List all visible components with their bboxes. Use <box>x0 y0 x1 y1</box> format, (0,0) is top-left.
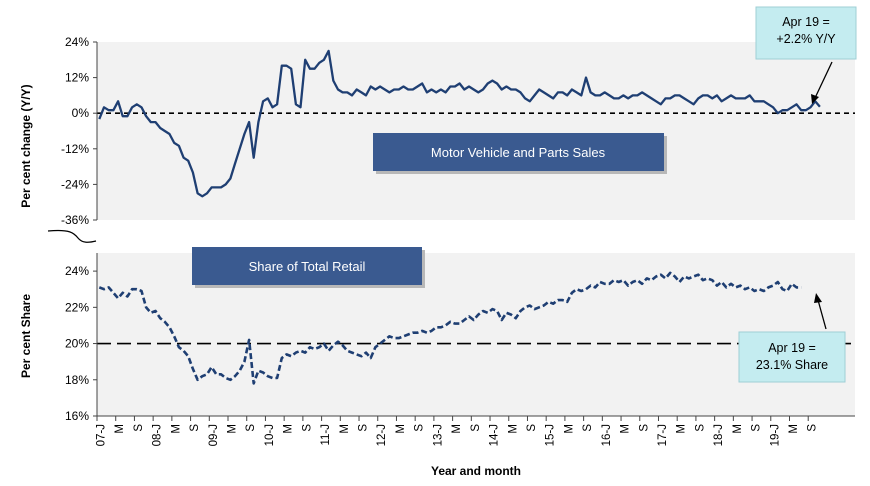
x-tick-label: 14-J <box>489 424 501 446</box>
x-tick-label: M <box>339 424 351 434</box>
top-y-tick-label: 12% <box>65 71 89 85</box>
x-tick-label: S <box>245 424 257 432</box>
bottom-title-box: Share of Total Retail <box>192 247 425 288</box>
x-tick-label: S <box>414 424 426 432</box>
top-y-tick-label: 0% <box>72 106 90 120</box>
bottom-chart-title: Share of Total Retail <box>249 259 366 274</box>
x-tick-label: S <box>189 424 201 432</box>
x-tick-label: 17-J <box>657 424 669 446</box>
top-y-tick-label: -24% <box>61 177 89 191</box>
bottom-y-tick-label: 18% <box>65 373 89 387</box>
x-tick-label: S <box>751 424 763 432</box>
top-panel: 24% 12% 0% -12% -24% -36% Per cent change (Y/… <box>19 35 855 227</box>
x-tick-label: M <box>732 424 744 434</box>
x-tick-label: S <box>638 424 650 432</box>
x-tick-label: 19-J <box>769 424 781 446</box>
x-tick-label: S <box>301 424 313 432</box>
bottom-annotation: Apr 19 = 23.1% Share <box>738 293 846 383</box>
x-tick-label: 09-J <box>208 424 220 446</box>
bottom-annotation-arrow <box>817 299 827 330</box>
x-tick-label: M <box>788 424 800 434</box>
bottom-annotation-arrowhead <box>814 293 822 303</box>
x-tick-label: M <box>114 424 126 434</box>
x-tick-label: M <box>563 424 575 434</box>
x-tick-label: S <box>133 424 145 432</box>
top-chart-title: Motor Vehicle and Parts Sales <box>431 145 606 160</box>
x-tick-label: M <box>395 424 407 434</box>
x-tick-label: 10-J <box>264 424 276 446</box>
x-tick-label: M <box>283 424 295 434</box>
bottom-y-tick-label: 22% <box>65 300 89 314</box>
bottom-y-axis-label: Per cent Share <box>19 294 33 378</box>
top-y-tick-label: 24% <box>65 35 89 49</box>
top-y-tick-label: -36% <box>61 213 89 227</box>
x-tick-label: 07-J <box>96 424 108 446</box>
bottom-y-tick-label: 20% <box>65 337 89 351</box>
x-axis-title: Year and month <box>431 464 521 478</box>
bottom-y-tick-label: 24% <box>65 264 89 278</box>
x-tick-label: M <box>170 424 182 434</box>
top-title-background <box>373 133 664 171</box>
x-tick-label: M <box>227 424 239 434</box>
bottom-annotation-box <box>738 331 846 383</box>
x-tick-label: 11-J <box>320 424 332 446</box>
bottom-annotation-text: Apr 19 = 23.1% Share <box>756 341 828 372</box>
x-tick-label: 13-J <box>432 424 444 446</box>
top-annotation-arrowhead <box>811 94 819 104</box>
bottom-annotation-line: 23.1% Share <box>756 358 828 372</box>
x-tick-label: 16-J <box>601 424 613 446</box>
x-tick-label: M <box>451 424 463 434</box>
top-annotation-line: +2.2% Y/Y <box>776 32 836 46</box>
x-tick-label: 15-J <box>545 424 557 446</box>
top-annotation-line: Apr 19 = <box>782 15 830 29</box>
bottom-title-background <box>192 247 422 285</box>
x-tick-label: 18-J <box>713 424 725 446</box>
top-title-box: Motor Vehicle and Parts Sales <box>373 133 667 174</box>
x-tick-label: M <box>620 424 632 434</box>
bottom-y-ticks: 24% 22% 20% 18% 16% <box>65 264 97 423</box>
x-tick-label: S <box>807 424 819 432</box>
x-tick-label: 08-J <box>152 424 164 446</box>
top-plot-area <box>97 42 855 220</box>
x-tick-label: M <box>676 424 688 434</box>
top-annotation-arrow <box>814 61 833 99</box>
top-annotation: Apr 19 = +2.2% Y/Y <box>755 6 857 104</box>
x-tick-label: S <box>526 424 538 432</box>
x-tick-label: 12-J <box>376 424 388 446</box>
bottom-y-tick-label: 16% <box>65 409 89 423</box>
top-annotation-box <box>755 6 857 60</box>
x-tick-label: S <box>358 424 370 432</box>
bottom-series-line <box>98 271 802 385</box>
top-y-axis-label: Per cent change (Y/Y) <box>19 84 33 207</box>
x-tick-label: M <box>507 424 519 434</box>
axis-break-mark <box>47 229 97 243</box>
top-y-tick-label: -12% <box>61 142 89 156</box>
x-tick-label: S <box>582 424 594 432</box>
x-axis-ticks: 07-J M S 08-J M S 09-J M S 10-J M S 11-J M S 12-J M S 13-J… <box>96 416 819 446</box>
bottom-panel: 24% 22% 20% 18% 16% Per cent Share <box>19 253 855 423</box>
top-annotation-text: Apr 19 = +2.2% Y/Y <box>776 15 836 46</box>
top-series-line <box>98 49 821 198</box>
x-tick-label: S <box>470 424 482 432</box>
top-y-ticks: 24% 12% 0% -12% -24% -36% <box>61 35 97 227</box>
bottom-annotation-line: Apr 19 = <box>768 341 816 355</box>
x-tick-label: S <box>694 424 706 432</box>
